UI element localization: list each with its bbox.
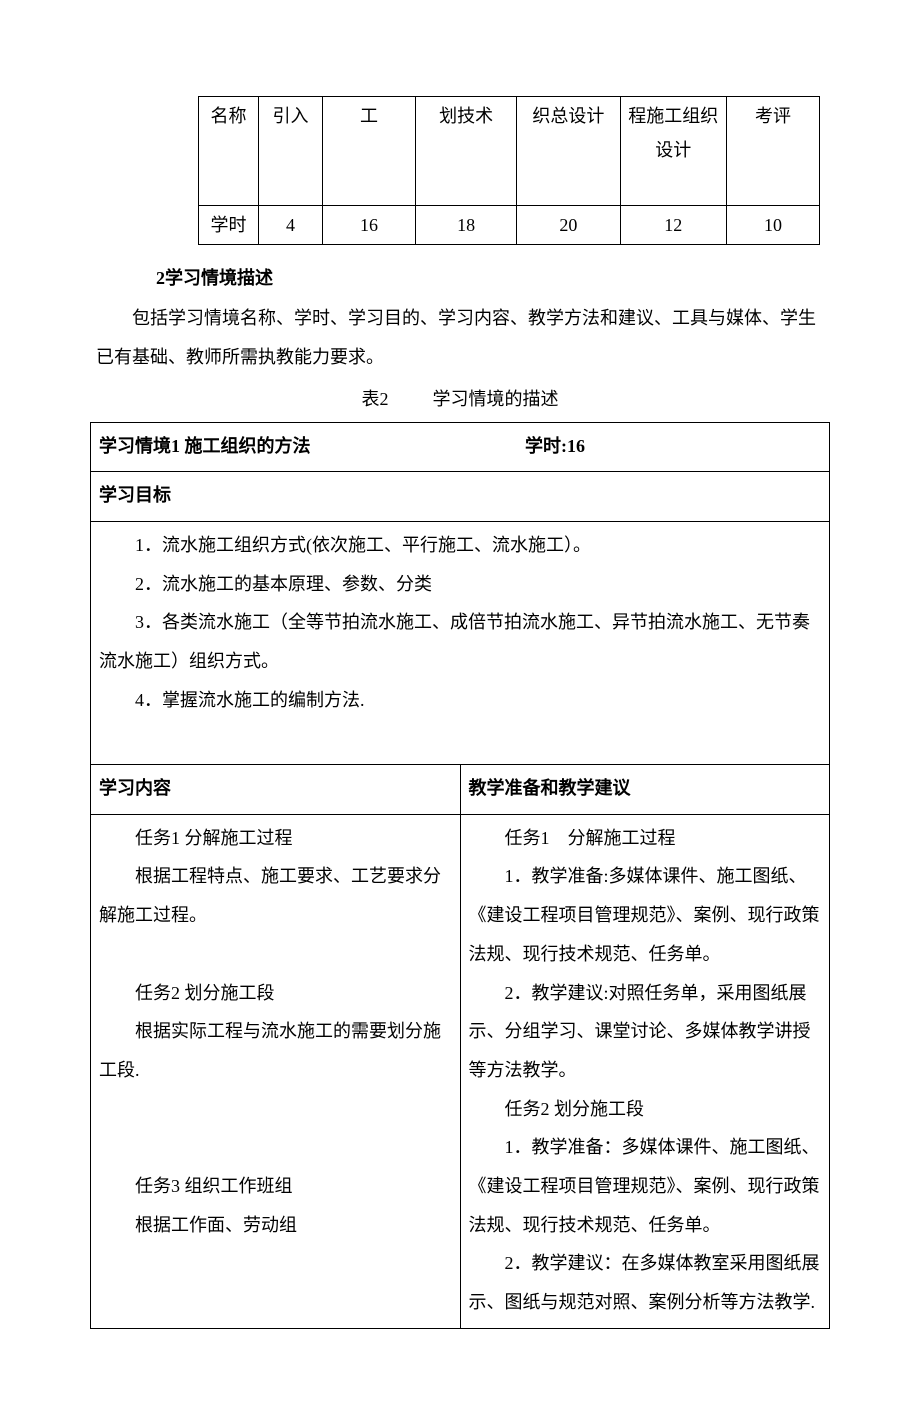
left-line-2 — [99, 935, 452, 974]
goal-1: 1．流水施工组织方式(依次施工、平行施工、流水施工）。 — [99, 526, 821, 565]
right-col-header: 教学准备和教学建议 — [460, 765, 830, 815]
t1-r0-c1: 工 — [322, 97, 415, 206]
goal-2: 2．流水施工的基本原理、参数、分类 — [99, 565, 821, 604]
right-line-4: 1．教学准备：多媒体课件、施工图纸、《建设工程项目管理规范》、案例、现行政策法规… — [469, 1128, 822, 1244]
section-2-heading: 2学习情境描述 — [90, 259, 830, 299]
right-col-body: 任务1 分解施工过程 1．教学准备:多媒体课件、施工图纸、《建设工程项目管理规范… — [460, 814, 830, 1328]
goals-header-row: 学习目标 — [91, 472, 830, 522]
left-line-7: 任务3 组织工作班组 — [99, 1167, 452, 1206]
t1-r1-c3: 20 — [517, 206, 620, 245]
left-line-8: 根据工作面、劳动组 — [99, 1206, 452, 1245]
table-2: 学习情境1 施工组织的方法 学时:16 学习目标 1．流水施工组织方式(依次施工… — [90, 422, 830, 1329]
document-page: 名称 引入 工 划技术 织总设计 程施工组织设计 考评 学时 4 16 18 2… — [0, 0, 920, 1409]
table-2-caption: 表2 学习情境的描述 — [90, 380, 830, 420]
t1-r0-label: 名称 — [199, 97, 259, 206]
right-line-3: 任务2 划分施工段 — [469, 1090, 822, 1129]
t1-r0-c5: 考评 — [726, 97, 819, 206]
situation-title: 学习情境1 施工组织的方法 — [99, 436, 311, 456]
left-line-6 — [99, 1128, 452, 1167]
right-line-5: 2．教学建议：在多媒体教室采用图纸展示、图纸与规范对照、案例分析等方法教学. — [469, 1244, 822, 1321]
left-line-1: 根据工程特点、施工要求、工艺要求分解施工过程。 — [99, 857, 452, 934]
left-line-0: 任务1 分解施工过程 — [99, 819, 452, 858]
goals-body-row: 1．流水施工组织方式(依次施工、平行施工、流水施工）。 2．流水施工的基本原理、… — [91, 521, 830, 764]
goals-header: 学习目标 — [91, 472, 830, 522]
t1-r0-c2: 划技术 — [415, 97, 516, 206]
t1-r1-c4: 12 — [620, 206, 726, 245]
left-col-header: 学习内容 — [91, 765, 461, 815]
content-header-row: 学习内容 教学准备和教学建议 — [91, 765, 830, 815]
t1-r0-c0: 引入 — [258, 97, 322, 206]
t1-r1-c5: 10 — [726, 206, 819, 245]
table-1-row-0: 名称 引入 工 划技术 织总设计 程施工组织设计 考评 — [199, 97, 820, 206]
table-2-caption-prefix: 表2 — [362, 389, 389, 409]
goal-4: 4．掌握流水施工的编制方法. — [99, 681, 821, 720]
t1-r1-c2: 18 — [415, 206, 516, 245]
left-col-body: 任务1 分解施工过程 根据工程特点、施工要求、工艺要求分解施工过程。 任务2 划… — [91, 814, 461, 1328]
right-line-0: 任务1 分解施工过程 — [469, 819, 822, 858]
content-body-row: 任务1 分解施工过程 根据工程特点、施工要求、工艺要求分解施工过程。 任务2 划… — [91, 814, 830, 1328]
table-1-row-1: 学时 4 16 18 20 12 10 — [199, 206, 820, 245]
t1-r0-c3: 织总设计 — [517, 97, 620, 206]
section-2-paragraph: 包括学习情境名称、学时、学习目的、学习内容、教学方法和建议、工具与媒体、学生已有… — [90, 299, 830, 378]
left-line-5 — [99, 1090, 452, 1129]
goals-body-cell: 1．流水施工组织方式(依次施工、平行施工、流水施工）。 2．流水施工的基本原理、… — [91, 521, 830, 764]
t1-r0-c4: 程施工组织设计 — [620, 97, 726, 206]
table-2-caption-title: 学习情境的描述 — [433, 389, 559, 409]
right-line-2: 2．教学建议:对照任务单，采用图纸展示、分组学习、课堂讨论、多媒体教学讲授等方法… — [469, 974, 822, 1090]
left-line-3: 任务2 划分施工段 — [99, 974, 452, 1013]
right-line-1: 1．教学准备:多媒体课件、施工图纸、《建设工程项目管理规范》、案例、现行政策法规… — [469, 857, 822, 973]
table-1: 名称 引入 工 划技术 织总设计 程施工组织设计 考评 学时 4 16 18 2… — [198, 96, 820, 245]
goals-blank — [99, 719, 821, 758]
situation-hours: 学时:16 — [525, 427, 585, 466]
t1-r1-c0: 4 — [258, 206, 322, 245]
t1-r1-label: 学时 — [199, 206, 259, 245]
situation-title-row: 学习情境1 施工组织的方法 学时:16 — [91, 422, 830, 472]
left-line-4: 根据实际工程与流水施工的需要划分施工段. — [99, 1012, 452, 1089]
goal-3: 3．各类流水施工（全等节拍流水施工、成倍节拍流水施工、异节拍流水施工、无节奏流水… — [99, 603, 821, 680]
situation-title-cell: 学习情境1 施工组织的方法 学时:16 — [91, 422, 830, 472]
t1-r1-c1: 16 — [322, 206, 415, 245]
